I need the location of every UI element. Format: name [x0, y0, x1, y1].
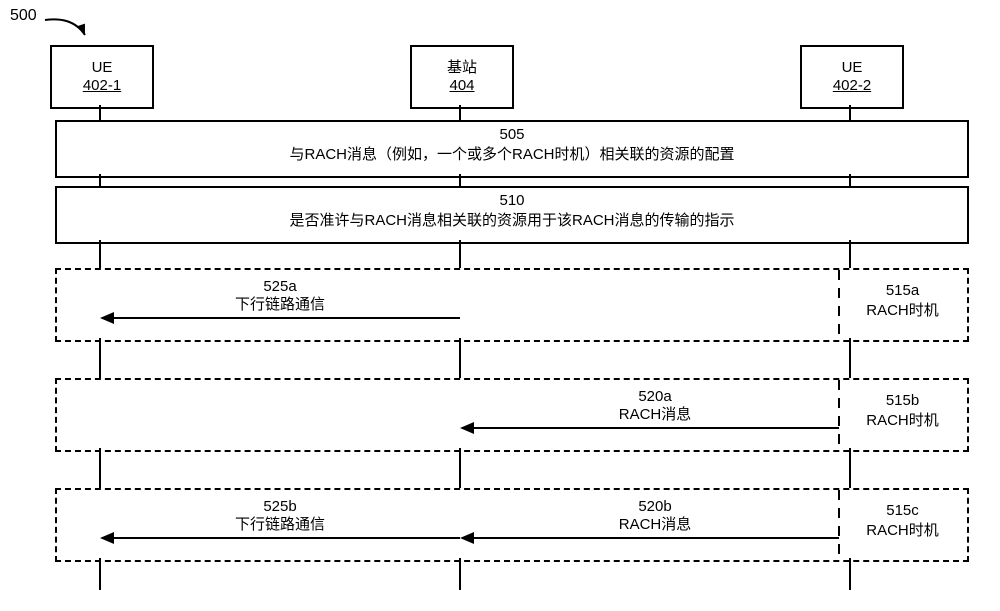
svg-overlay — [0, 0, 1000, 611]
figure-arrow — [45, 19, 85, 35]
sequence-diagram: 500 UE 402-1 基站 404 UE 402-2 505 与RACH消息… — [0, 0, 1000, 611]
